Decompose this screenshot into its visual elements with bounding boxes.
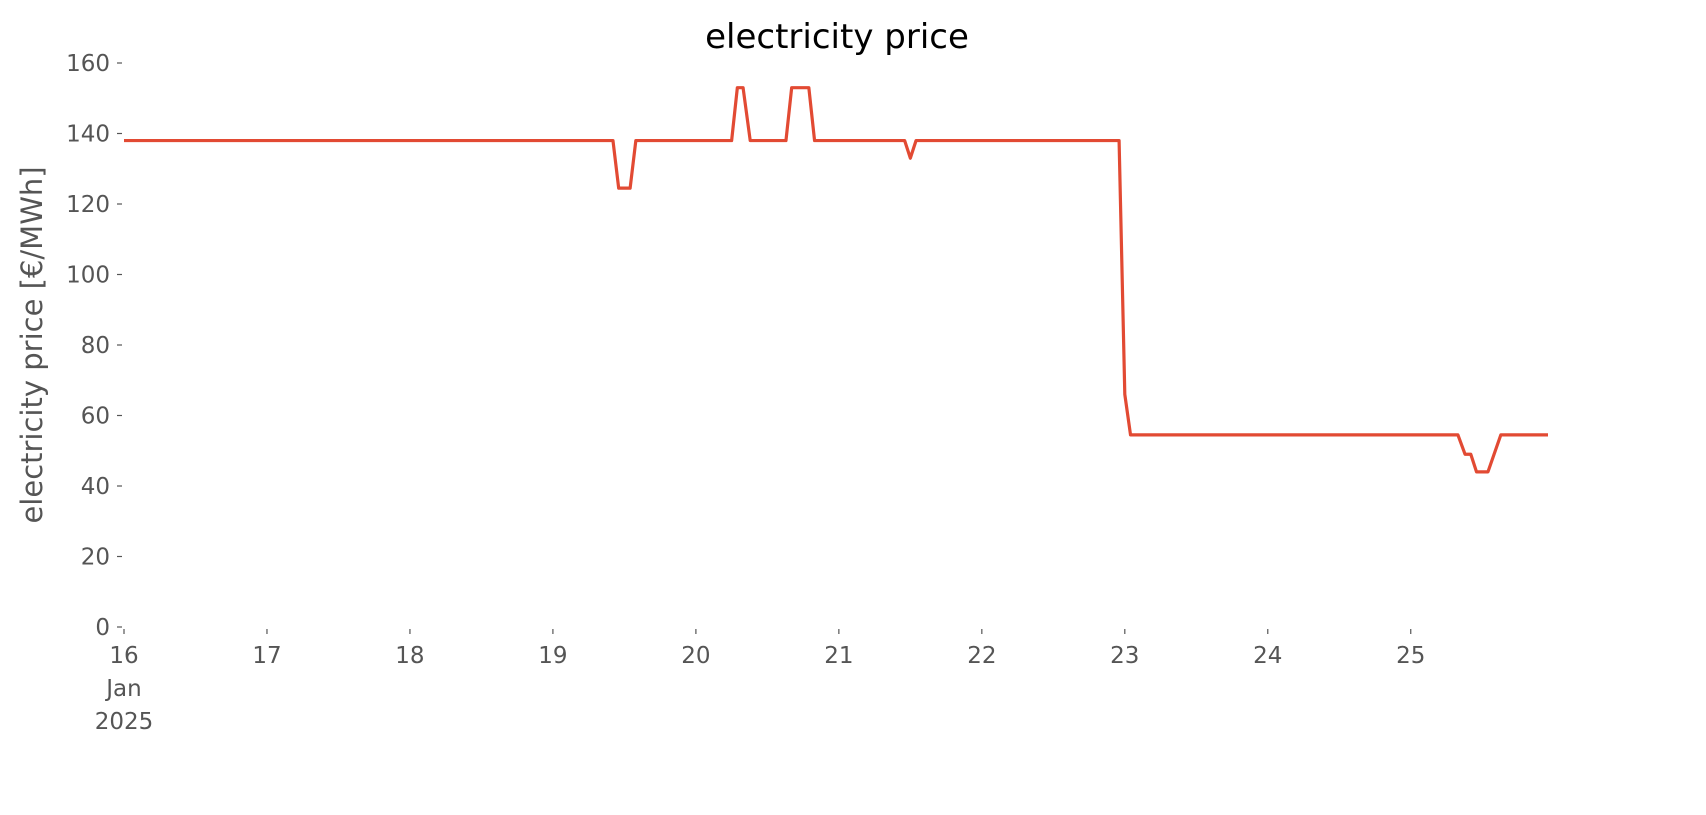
x-tick-label: 18 xyxy=(395,643,424,669)
x-tick-label: 20 xyxy=(681,643,710,669)
x-tick-label: 21 xyxy=(824,643,853,669)
x-tick-label: 16 Jan 2025 xyxy=(95,643,154,735)
x-tick-label: 25 xyxy=(1396,643,1425,669)
y-tick-label: 40 xyxy=(81,474,110,500)
x-tick-label: 23 xyxy=(1110,643,1139,669)
y-tick-label: 20 xyxy=(81,545,110,571)
price-line xyxy=(124,86,1548,474)
y-tick-label: 100 xyxy=(66,263,110,289)
y-tick-label: 140 xyxy=(66,122,110,148)
x-tick-label: 19 xyxy=(538,643,567,669)
y-axis-label: electricity price [€/MWh] xyxy=(15,166,49,523)
chart-title: electricity price xyxy=(705,17,969,57)
y-tick-label: 0 xyxy=(95,615,110,641)
y-tick-label: 80 xyxy=(81,333,110,359)
y-tick-label: 120 xyxy=(66,192,110,218)
y-tick-label: 160 xyxy=(66,51,110,77)
x-tick-label: 17 xyxy=(252,643,281,669)
x-tick-label: 22 xyxy=(967,643,996,669)
y-tick-label: 60 xyxy=(81,404,110,430)
x-tick-label: 24 xyxy=(1253,643,1282,669)
